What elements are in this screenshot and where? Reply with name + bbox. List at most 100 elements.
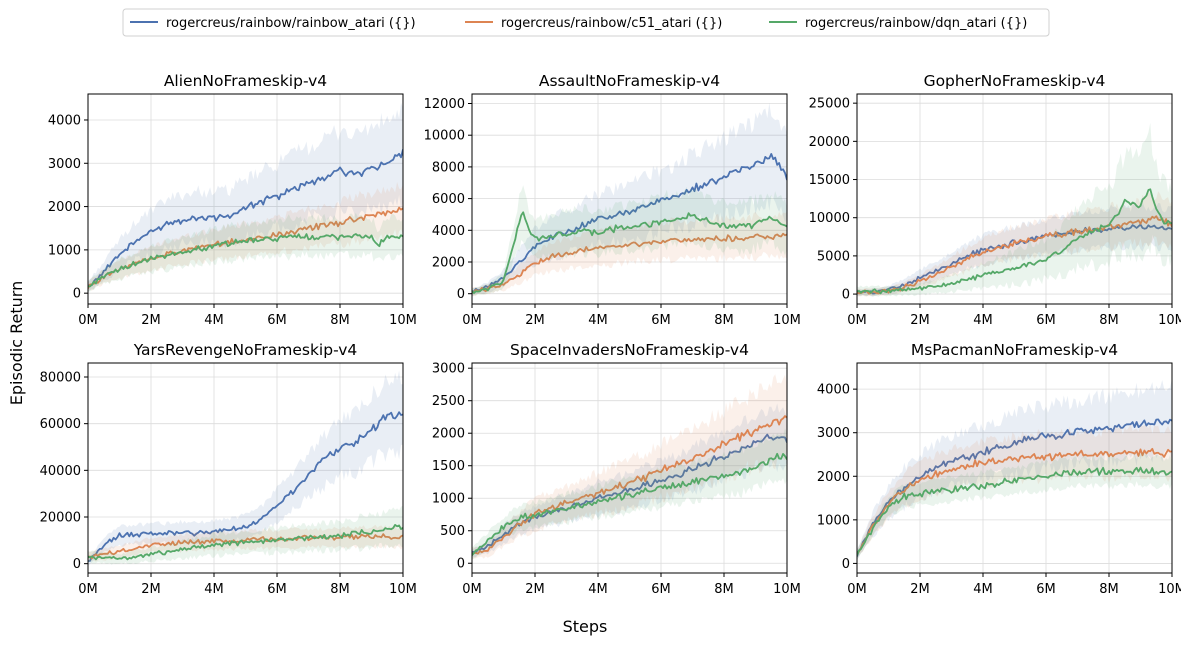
x-tick-label: 0M <box>847 313 867 328</box>
series-band-2 <box>857 452 1172 560</box>
panel-title: GopherNoFrameskip-v4 <box>924 72 1106 90</box>
x-tick-label: 10M <box>389 582 417 597</box>
x-tick-label: 10M <box>773 313 801 328</box>
legend-frame <box>122 8 1050 37</box>
y-tick-label: 3000 <box>432 362 465 377</box>
y-tick-label: 2000 <box>432 256 465 271</box>
series-band-0 <box>472 102 787 297</box>
axes-frame <box>856 93 1173 305</box>
x-tick-label: 8M <box>714 313 734 328</box>
x-tick-label: 6M <box>1036 313 1056 328</box>
legend-label-rainbow: rogercreus/rainbow/rainbow_atari ({}) <box>166 16 416 31</box>
x-tick-label: 0M <box>462 582 482 597</box>
series-line-2 <box>88 233 403 288</box>
series-line-1 <box>472 232 787 294</box>
y-tick-label: 4000 <box>817 383 850 398</box>
y-tick-label: 4000 <box>432 224 465 239</box>
series-line-0 <box>88 411 403 562</box>
series-band-0 <box>472 403 787 558</box>
x-tick-label: 2M <box>141 582 161 597</box>
y-tick-label: 2000 <box>48 200 81 215</box>
x-tick-label: 6M <box>267 582 287 597</box>
x-tick-label: 6M <box>651 582 671 597</box>
panel-title: MsPacmanNoFrameskip-v4 <box>911 341 1118 359</box>
series-band-0 <box>88 102 403 292</box>
y-tick-label: 80000 <box>40 371 81 386</box>
series-band-1 <box>857 423 1172 560</box>
x-tick-label: 2M <box>141 313 161 328</box>
panel-title: AssaultNoFrameskip-v4 <box>539 72 720 90</box>
y-tick-label: 2000 <box>817 470 850 485</box>
x-tick-label: 4M <box>204 582 224 597</box>
y-tick-label: 12000 <box>424 97 465 112</box>
series-band-1 <box>88 524 403 562</box>
y-tick-label: 20000 <box>809 135 850 150</box>
series-band-2 <box>88 212 403 292</box>
x-tick-label: 0M <box>78 582 98 597</box>
series-line-2 <box>857 466 1172 556</box>
x-tick-label: 10M <box>1158 582 1181 597</box>
y-tick-label: 0 <box>842 557 850 572</box>
axes-frame <box>87 93 404 305</box>
y-tick-label: 5000 <box>817 249 850 264</box>
panel-mspacman: 0M 2M 4M 6M 8M 10M 0 1000 2000 3000 4000 MsPacmanNo… <box>817 341 1181 597</box>
series-line-1 <box>857 447 1172 555</box>
y-tick-label: 2000 <box>432 427 465 442</box>
y-tick-label: 25000 <box>809 97 850 112</box>
x-tick-label: 4M <box>204 313 224 328</box>
panel-assault: 0M 2M 4M 6M 8M 10M 0 2000 4000 6000 8000 10000 12000… <box>424 72 801 328</box>
series-band-1 <box>88 182 403 292</box>
y-tick-label: 1000 <box>48 243 81 258</box>
x-tick-label: 0M <box>462 313 482 328</box>
y-tick-label: 6000 <box>432 192 465 207</box>
y-tick-label: 2500 <box>432 394 465 409</box>
shared-x-axis-label: Steps <box>563 617 608 636</box>
panel-title: YarsRevengeNoFrameskip-v4 <box>133 341 358 359</box>
y-tick-label: 4000 <box>48 113 81 128</box>
x-tick-label: 6M <box>1036 582 1056 597</box>
series-band-2 <box>472 185 787 296</box>
series-band-0 <box>857 378 1172 560</box>
y-tick-label: 0 <box>457 557 465 572</box>
panel-title: AlienNoFrameskip-v4 <box>164 72 327 90</box>
y-tick-label: 1000 <box>432 492 465 507</box>
shared-y-axis-label: Episodic Return <box>7 281 26 405</box>
y-tick-label: 0 <box>73 287 81 302</box>
legend-label-c51: rogercreus/rainbow/c51_atari ({}) <box>501 16 722 31</box>
series-line-1 <box>857 215 1172 295</box>
series-band-1 <box>857 191 1172 297</box>
x-tick-label: 4M <box>973 582 993 597</box>
panel-yarsrevenge: 0M 2M 4M 6M 8M 10M 0 20000 40000 60000 80000 YarsRe… <box>40 341 417 597</box>
x-tick-label: 8M <box>330 313 350 328</box>
x-tick-label: 8M <box>714 582 734 597</box>
y-tick-label: 0 <box>457 287 465 302</box>
y-tick-label: 1500 <box>432 459 465 474</box>
panel-gopher: 0M 2M 4M 6M 8M 10M 0 5000 10000 15000 20000 25000 Go… <box>809 72 1181 328</box>
y-tick-label: 20000 <box>40 511 81 526</box>
y-tick-label: 3000 <box>817 426 850 441</box>
series-band-2 <box>857 122 1172 297</box>
x-tick-label: 0M <box>78 313 98 328</box>
series-line-2 <box>857 188 1172 295</box>
axes-frame <box>87 362 404 574</box>
series-band-2 <box>88 505 403 565</box>
series-line-1 <box>472 415 787 556</box>
x-tick-label: 2M <box>525 313 545 328</box>
y-tick-label: 60000 <box>40 417 81 432</box>
y-tick-label: 3000 <box>48 157 81 172</box>
x-tick-label: 2M <box>910 582 930 597</box>
y-tick-label: 1000 <box>817 513 850 528</box>
x-tick-label: 10M <box>389 313 417 328</box>
y-tick-label: 15000 <box>809 173 850 188</box>
x-tick-label: 6M <box>267 313 287 328</box>
axes-frame <box>856 362 1173 574</box>
series-band-1 <box>472 211 787 297</box>
series-line-0 <box>88 149 403 287</box>
x-tick-label: 8M <box>1099 313 1119 328</box>
x-tick-label: 10M <box>1158 313 1181 328</box>
panel-alien: 0M 2M 4M 6M 8M 10M 0 1000 2000 3000 4000 AlienNoFra… <box>48 72 417 328</box>
series-band-0 <box>857 202 1172 297</box>
x-tick-label: 8M <box>330 582 350 597</box>
series-line-2 <box>472 211 787 294</box>
